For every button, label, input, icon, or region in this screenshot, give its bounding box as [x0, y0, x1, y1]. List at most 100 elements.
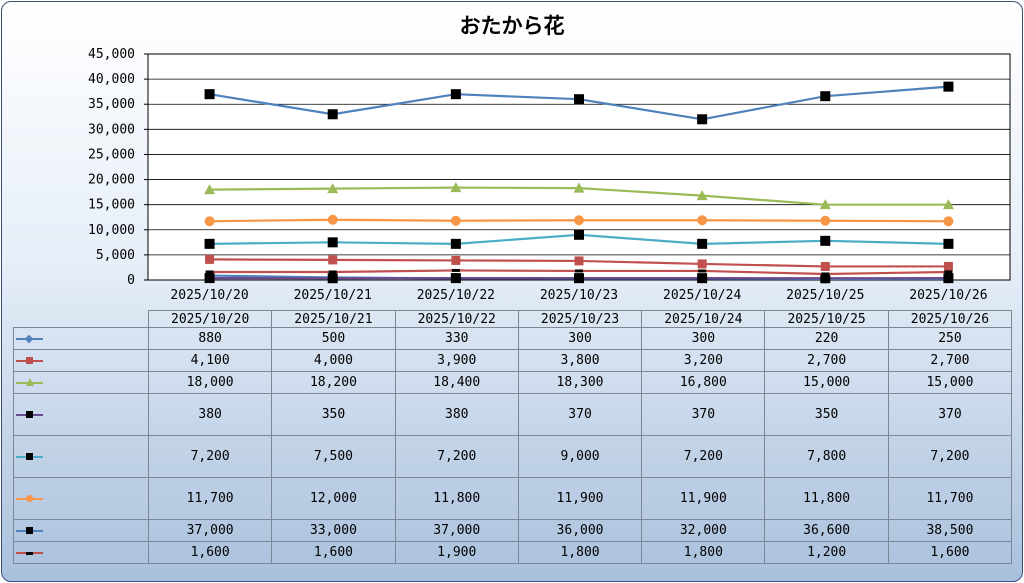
data-point	[574, 94, 584, 105]
table-header-date: 2025/10/26	[887, 310, 1013, 328]
table-cell: 350	[271, 393, 396, 436]
y-tick-label: 5,000	[96, 248, 135, 263]
data-point	[450, 238, 461, 249]
table-cell: 15,000	[887, 371, 1013, 394]
table-cell: 4,000	[271, 349, 396, 372]
table-cell: 1,200	[764, 541, 889, 564]
x-tick-label: 2025/10/24	[663, 288, 741, 303]
y-tick-label: 30,000	[88, 122, 135, 137]
table-header-date: 2025/10/21	[271, 310, 396, 328]
table-cell: 32,000	[641, 519, 766, 542]
data-point	[697, 238, 708, 249]
table-cell: 330	[394, 327, 519, 350]
data-point	[943, 261, 953, 271]
x-tick-label: 2025/10/20	[170, 288, 248, 303]
legend-key	[16, 334, 43, 344]
data-point	[450, 215, 461, 226]
data-point	[820, 261, 830, 271]
table-row: 880 500 330 300 300 220 250	[13, 327, 1013, 350]
legend-cell	[13, 349, 149, 372]
data-point	[820, 235, 831, 246]
data-point	[697, 114, 708, 125]
table-header-date: 2025/10/22	[394, 310, 519, 328]
table-row: 4,100 4,000 3,900 3,800 3,200 2,700 2,700	[13, 349, 1013, 372]
y-tick-label: 40,000	[88, 72, 135, 87]
table-cell: 1,800	[641, 541, 766, 564]
legend-key	[16, 526, 43, 536]
table-cell: 1,900	[394, 541, 519, 564]
table-cell: 18,000	[147, 371, 273, 394]
data-point	[697, 259, 707, 269]
table-cell: 16,800	[641, 371, 766, 394]
table-row: 11,700 12,000 11,800 11,900 11,900 11,800 11,7…	[13, 477, 1013, 520]
data-point	[697, 273, 708, 284]
data-point	[204, 216, 215, 227]
x-tick-label: 2025/10/25	[786, 288, 864, 303]
data-point	[574, 229, 584, 240]
data-point	[820, 215, 831, 226]
table-cell: 3,800	[517, 349, 643, 372]
table-cell: 3,900	[394, 349, 519, 372]
table-cell: 7,200	[887, 435, 1013, 478]
data-point	[573, 182, 585, 193]
x-tick-label: 2025/10/22	[417, 288, 495, 303]
table-cell: 9,000	[517, 435, 643, 478]
data-point	[820, 273, 831, 284]
y-tick-label: 35,000	[88, 97, 135, 112]
table-cell: 18,300	[517, 371, 643, 394]
y-tick-label: 0	[127, 273, 135, 288]
legend-key	[16, 494, 43, 504]
y-tick-label: 25,000	[88, 147, 135, 162]
table-cell: 1,600	[887, 541, 1013, 564]
data-point	[205, 270, 214, 274]
table-cell: 11,700	[887, 477, 1013, 520]
table-row: 18,000 18,200 18,400 18,300 16,800 15,000 15,0…	[13, 371, 1013, 394]
table-header-date: 2025/10/25	[764, 310, 889, 328]
table-cell: 2,700	[764, 349, 889, 372]
table-cell: 33,000	[271, 519, 396, 542]
table-cell: 2,700	[887, 349, 1013, 372]
table-corner	[13, 310, 149, 328]
table-cell: 370	[887, 393, 1013, 436]
legend-key	[16, 548, 43, 558]
y-tick-label: 15,000	[88, 198, 135, 213]
data-point	[943, 81, 954, 92]
table-cell: 380	[147, 393, 273, 436]
data-point	[698, 269, 707, 273]
table-cell: 7,800	[764, 435, 889, 478]
legend-cell	[13, 477, 149, 520]
table-cell: 1,600	[271, 541, 396, 564]
table-cell: 300	[641, 327, 766, 350]
data-point	[821, 272, 830, 276]
data-point	[327, 273, 338, 284]
legend-cell	[13, 435, 149, 478]
data-point	[943, 216, 954, 227]
table-cell: 880	[147, 327, 273, 350]
table-cell: 4,100	[147, 349, 273, 372]
data-point	[327, 109, 338, 120]
table-cell: 37,000	[394, 519, 519, 542]
data-point	[327, 214, 338, 225]
table-cell: 15,000	[764, 371, 889, 394]
data-point	[942, 199, 954, 210]
legend-key	[16, 356, 43, 366]
table-cell: 350	[764, 393, 889, 436]
data-point	[575, 269, 583, 273]
data-point	[204, 273, 215, 284]
table-cell: 18,200	[271, 371, 396, 394]
table-cell: 500	[271, 327, 396, 350]
table-header-date: 2025/10/24	[641, 310, 766, 328]
data-point	[204, 238, 215, 249]
table-cell: 12,000	[271, 477, 396, 520]
x-tick-label: 2025/10/23	[540, 288, 618, 303]
table-cell: 36,600	[764, 519, 889, 542]
table-cell: 380	[394, 393, 519, 436]
y-tick-label: 10,000	[88, 223, 135, 238]
data-point	[328, 270, 337, 274]
table-cell: 370	[641, 393, 766, 436]
data-point	[450, 182, 462, 193]
data-point	[327, 237, 338, 248]
table-cell: 300	[517, 327, 643, 350]
legend-cell	[13, 393, 149, 436]
x-tick-label: 2025/10/21	[294, 288, 372, 303]
